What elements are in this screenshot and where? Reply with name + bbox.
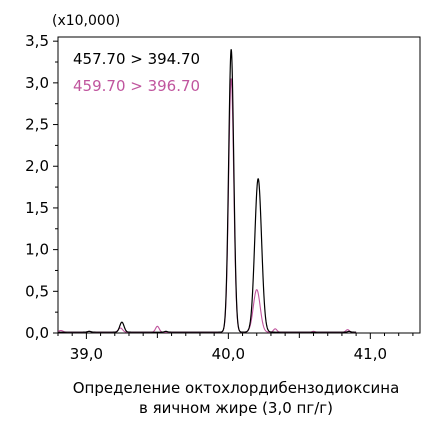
x-axis: 39,0 40,0 41,0 [57,333,414,363]
plot-frame [57,36,421,334]
y-tick-label: 0,5 [25,282,49,300]
legend-entry-0: 457.70 > 394.70 [73,50,200,68]
legend-entry-1: 459.70 > 396.70 [73,77,200,95]
y-tick-label: 2,5 [25,116,49,134]
y-tick-label: 0,0 [25,324,49,342]
series-line-1 [57,78,357,333]
x-axis-label-line2: в яичном жире (3,0 пг/г) [139,399,333,417]
y-multiplier-label: (x10,000) [52,13,120,29]
y-tick-label: 1,0 [25,241,49,259]
x-tick-label: 41,0 [354,345,387,363]
series-layer [57,49,357,333]
y-tick-label: 1,5 [25,199,49,217]
series-line-0 [57,49,357,333]
x-axis-label-line1: Определение октохлордибензодиоксина [73,379,400,397]
y-tick-label: 3,0 [25,74,49,92]
y-axis: 0,0 0,5 1,0 1,5 2,0 2,5 3,0 3,5 [25,32,58,342]
legend: 457.70 > 394.70 459.70 > 396.70 [73,50,200,95]
x-tick-label: 39,0 [70,345,103,363]
y-tick-label: 2,0 [25,157,49,175]
x-tick-label: 40,0 [212,345,245,363]
plot-border [57,36,421,334]
y-tick-label: 3,5 [25,32,49,50]
